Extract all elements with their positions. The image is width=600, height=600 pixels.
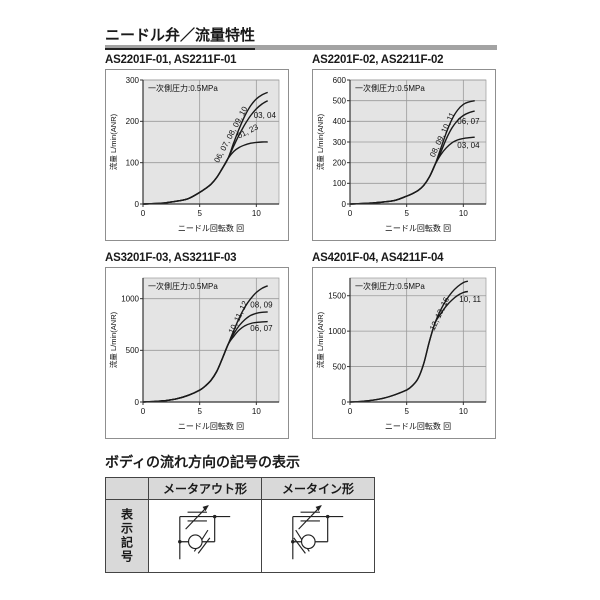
svg-text:0: 0 [342, 200, 347, 209]
svg-text:0: 0 [342, 398, 347, 407]
meter-out-symbol-cell [148, 499, 262, 573]
title-underline-bar [105, 45, 497, 50]
svg-text:一次側圧力:0.5MPa: 一次側圧力:0.5MPa [355, 281, 425, 291]
flow-direction-section: ボディの流れ方向の記号の表示 メータアウト形 メータイン形 表示記号 [105, 452, 375, 573]
adjustable-arrow-icon [185, 505, 209, 530]
svg-text:200: 200 [333, 158, 347, 167]
svg-text:0: 0 [348, 209, 353, 218]
throttle-icon [300, 511, 320, 522]
adjustable-arrow-icon [298, 505, 322, 530]
svg-text:0: 0 [348, 407, 353, 416]
chart-header: AS4201F-04, AS4211F-04 [312, 252, 444, 264]
check-valve-ball-icon [300, 533, 316, 549]
chart-header: AS3201F-03, AS3211F-03 [105, 252, 237, 264]
svg-text:06, 07: 06, 07 [457, 117, 480, 126]
flow-chart-as3201f-03: 10, 11, 12 08, 09 06, 07 一次側圧力:0.5MPa 0 500 10… [105, 267, 289, 439]
svg-text:1000: 1000 [121, 294, 139, 303]
chart-card-as2201f-02: AS2201F-02, AS2211F-02 08, 09, 10, 11 06,… [312, 54, 496, 241]
svg-text:10: 10 [252, 209, 261, 218]
throttle-icon [187, 511, 207, 522]
svg-text:0: 0 [141, 209, 146, 218]
svg-text:ニードル回転数 回: ニードル回転数 回 [178, 421, 244, 431]
svg-text:一次側圧力:0.5MPa: 一次側圧力:0.5MPa [355, 83, 425, 93]
svg-text:500: 500 [333, 96, 347, 105]
svg-text:300: 300 [333, 138, 347, 147]
svg-text:10: 10 [459, 407, 468, 416]
svg-text:5: 5 [404, 407, 409, 416]
check-valve-ball-icon [187, 533, 203, 549]
svg-text:100: 100 [126, 158, 140, 167]
svg-text:200: 200 [126, 117, 140, 126]
svg-text:300: 300 [126, 76, 140, 85]
svg-text:一次側圧力:0.5MPa: 一次側圧力:0.5MPa [148, 83, 218, 93]
svg-text:100: 100 [333, 179, 347, 188]
flow-chart-as4201f-04: 12, 13, 16 10, 11 一次側圧力:0.5MPa 0 500 1000 1500… [312, 267, 496, 439]
svg-text:流量 L/min(ANR): 流量 L/min(ANR) [108, 311, 118, 368]
junction-dot-icon [178, 539, 182, 543]
svg-text:03, 04: 03, 04 [254, 111, 277, 120]
svg-text:10, 11: 10, 11 [459, 295, 481, 304]
symbol-section-title: ボディの流れ方向の記号の表示 [105, 454, 301, 470]
svg-text:5: 5 [197, 209, 202, 218]
junction-dot-icon [212, 514, 217, 518]
svg-text:1500: 1500 [328, 292, 346, 301]
svg-text:5: 5 [404, 209, 409, 218]
chart-header: AS2201F-01, AS2211F-01 [105, 54, 237, 66]
svg-text:0: 0 [141, 407, 146, 416]
chart-card-as3201f-03: AS3201F-03, AS3211F-03 10, 11, 12 08, 09 0… [105, 252, 289, 439]
svg-text:0: 0 [135, 200, 140, 209]
svg-text:500: 500 [333, 362, 347, 371]
svg-text:0: 0 [135, 398, 140, 407]
chart-header: AS2201F-02, AS2211F-02 [312, 54, 444, 66]
svg-text:400: 400 [333, 117, 347, 126]
svg-text:600: 600 [333, 76, 347, 85]
column-header-meter-out: メータアウト形 [148, 477, 262, 500]
svg-text:5: 5 [197, 407, 202, 416]
svg-text:ニードル回転数 回: ニードル回転数 回 [385, 223, 451, 233]
svg-text:08, 09: 08, 09 [250, 300, 273, 309]
page-header: ニードル弁／流量特性 [105, 24, 497, 50]
meter-in-symbol [291, 504, 344, 559]
svg-text:03, 04: 03, 04 [457, 141, 480, 150]
junction-dot-icon [291, 539, 295, 543]
junction-dot-icon [325, 514, 330, 518]
svg-text:一次側圧力:0.5MPa: 一次側圧力:0.5MPa [148, 281, 218, 291]
svg-text:ニードル回転数 回: ニードル回転数 回 [178, 223, 244, 233]
svg-text:10: 10 [459, 209, 468, 218]
flow-chart-as2201f-01: 06, 07, 08, 09, 10 03, 04 01, 23 一次側圧力:0.5M… [105, 69, 289, 241]
svg-text:流量 L/min(ANR): 流量 L/min(ANR) [315, 113, 325, 170]
page-title: ニードル弁／流量特性 [105, 24, 256, 50]
meter-out-symbol [178, 504, 231, 559]
chart-card-as4201f-04: AS4201F-04, AS4211F-04 12, 13, 16 10, 11 一… [312, 252, 496, 439]
svg-text:10: 10 [252, 407, 261, 416]
arrowhead-icon [315, 504, 322, 511]
svg-text:ニードル回転数 回: ニードル回転数 回 [385, 421, 451, 431]
svg-text:500: 500 [126, 346, 140, 355]
column-header-meter-in: メータイン形 [261, 477, 375, 500]
flow-chart-as2201f-02: 08, 09, 10, 11 06, 07 03, 04 一次側圧力:0.5MPa 0 1… [312, 69, 496, 241]
table-corner-cell [105, 477, 149, 500]
meter-in-symbol-cell [261, 499, 375, 573]
row-header-display-symbol: 表示記号 [105, 499, 149, 573]
flow-direction-symbol-table: メータアウト形 メータイン形 表示記号 [105, 477, 375, 573]
svg-text:06, 07: 06, 07 [250, 324, 273, 333]
chart-card-as2201f-01: AS2201F-01, AS2211F-01 06, 07, 08, 09, 1… [105, 54, 289, 241]
svg-text:1000: 1000 [328, 327, 346, 336]
arrowhead-icon [202, 504, 209, 511]
svg-text:流量 L/min(ANR): 流量 L/min(ANR) [315, 311, 325, 368]
svg-text:流量 L/min(ANR): 流量 L/min(ANR) [108, 113, 118, 170]
